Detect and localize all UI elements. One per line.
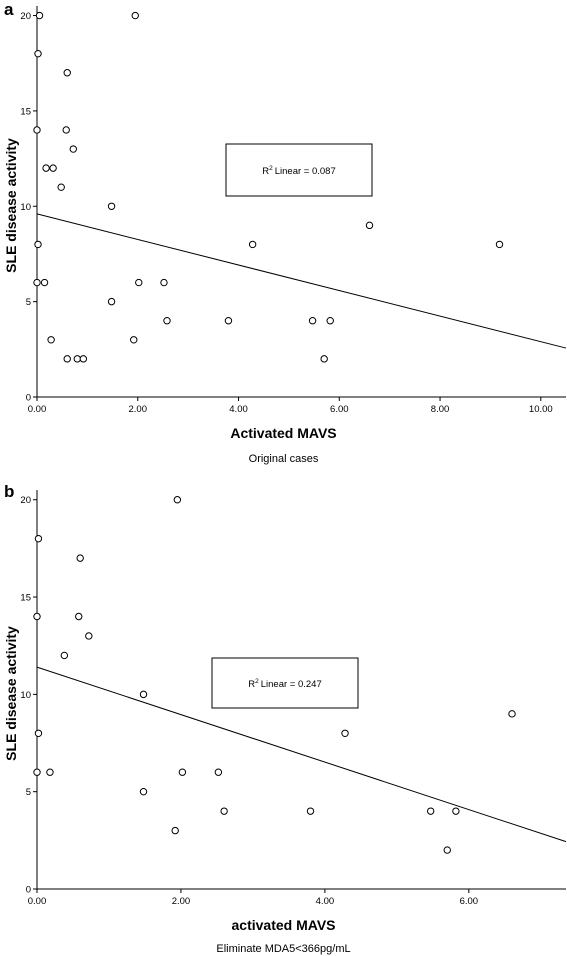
r2-label: Linear = 0.087 — [275, 166, 336, 177]
y-tick-label: 5 — [26, 297, 31, 308]
regression-line — [36, 666, 567, 843]
regression-line — [36, 213, 567, 349]
data-point — [131, 11, 139, 20]
data-point — [452, 807, 460, 815]
y-axis-label: SLE disease activity — [3, 138, 19, 273]
data-point — [365, 221, 374, 230]
data-point — [306, 807, 315, 815]
r2-annotation: R2 Linear = 0.247 — [248, 678, 322, 690]
r2-annotation-box — [211, 657, 359, 709]
data-point — [62, 126, 70, 134]
y-tick-label: 20 — [20, 11, 31, 22]
data-point — [33, 612, 41, 621]
x-tick-label: 6.00 — [330, 404, 349, 415]
data-point — [326, 317, 334, 325]
scatter-plot-b: 0 5 10 15 20 0.00 2.00 4.00 6.00 SLE disease acti… — [3, 490, 567, 955]
data-point — [69, 145, 77, 153]
data-point — [63, 69, 71, 77]
data-point — [42, 164, 50, 172]
x-axis-label: Activated MAVS — [230, 425, 336, 441]
r2-superscript: 2 — [255, 678, 259, 685]
data-point — [46, 768, 54, 776]
data-point — [34, 729, 43, 737]
data-point — [47, 336, 55, 344]
chart-caption: Eliminate MDA5<366pg/mL — [216, 943, 350, 955]
data-point — [33, 768, 41, 776]
data-point — [139, 787, 148, 796]
y-tick-label: 15 — [20, 106, 31, 117]
r2-annotation-box — [225, 143, 373, 197]
data-point — [79, 355, 88, 363]
r2-label: Linear = 0.247 — [261, 679, 322, 690]
data-point — [34, 49, 42, 58]
data-point — [60, 651, 69, 660]
x-tick-label: 2.00 — [172, 896, 191, 907]
data-point — [495, 240, 504, 249]
x-axis-label: activated MAVS — [232, 917, 336, 933]
data-point — [308, 317, 317, 325]
data-point — [160, 278, 168, 287]
x-tick-label: 10.00 — [529, 404, 553, 415]
data-point — [214, 768, 223, 776]
data-point — [173, 496, 182, 504]
data-point — [130, 336, 138, 344]
y-tick-label: 10 — [20, 690, 31, 701]
r2-annotation: R2 Linear = 0.087 — [262, 165, 336, 177]
data-point — [35, 11, 44, 20]
r2-prefix: R — [262, 166, 269, 177]
data-point — [49, 164, 57, 172]
r2-prefix: R — [248, 679, 255, 690]
data-point — [73, 355, 82, 363]
y-axis-label: SLE disease activity — [3, 626, 19, 761]
data-point — [34, 534, 43, 543]
data-point — [33, 278, 41, 287]
panel-label: b — [4, 482, 15, 501]
y-tick-label: 0 — [26, 885, 31, 896]
x-tick-label: 4.00 — [229, 404, 248, 415]
data-point — [508, 710, 516, 718]
x-tick-label: 2.00 — [129, 404, 148, 415]
y-tick-label: 15 — [20, 593, 31, 604]
r2-superscript: 2 — [269, 165, 273, 172]
data-point — [224, 317, 233, 325]
data-point — [426, 807, 435, 815]
x-tick-label: 8.00 — [431, 404, 450, 415]
y-tick-label: 20 — [20, 495, 31, 506]
data-point — [76, 554, 84, 562]
panel-label: a — [4, 0, 14, 19]
data-point — [178, 768, 187, 776]
data-point — [139, 690, 148, 699]
x-tick-label: 0.00 — [28, 896, 47, 907]
x-tick-label: 6.00 — [460, 896, 479, 907]
chart-caption: Original cases — [249, 453, 319, 465]
data-point — [75, 612, 83, 621]
data-point — [107, 297, 116, 306]
data-point — [163, 317, 171, 325]
x-tick-label: 0.00 — [28, 404, 47, 415]
data-point — [171, 826, 179, 835]
data-point — [107, 202, 116, 210]
data-point — [63, 355, 71, 363]
data-point — [220, 807, 228, 815]
scatter-plot-a: 0 5 10 15 20 0.00 2.00 4.00 6.00 8.00 10.00 SLE dis… — [3, 6, 567, 465]
data-point — [40, 278, 49, 287]
x-tick-label: 4.00 — [316, 896, 335, 907]
data-point — [34, 240, 42, 249]
data-point — [443, 846, 451, 854]
chart-panel-a: a 0 5 10 15 20 0.00 2.00 4.00 6.00 8.00 10.00 SLE d… — [3, 0, 567, 465]
y-tick-label: 0 — [26, 393, 31, 404]
data-point — [320, 355, 328, 363]
y-tick-label: 5 — [26, 787, 31, 798]
data-point — [135, 278, 143, 287]
data-point — [248, 240, 257, 249]
data-point — [85, 632, 93, 640]
data-point — [33, 126, 41, 134]
data-point — [57, 183, 65, 191]
chart-panel-b: b 0 5 10 15 20 0.00 2.00 4.00 6.00 SLE disease ac… — [0, 478, 567, 956]
data-point — [341, 729, 349, 737]
y-tick-label: 10 — [20, 202, 31, 213]
